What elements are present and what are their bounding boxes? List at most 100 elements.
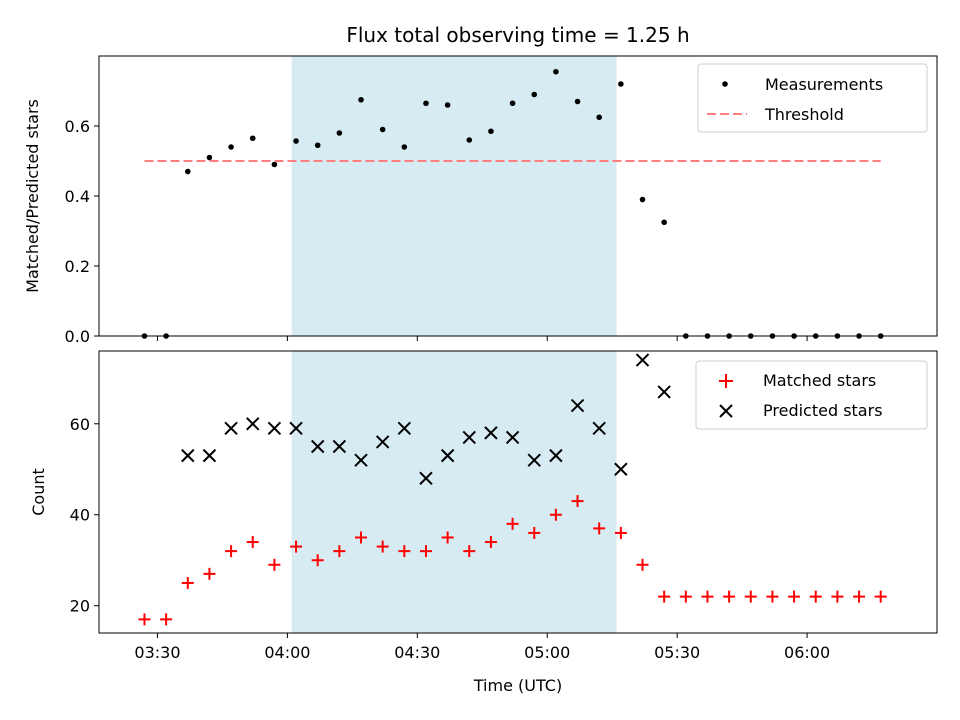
measurement-point xyxy=(574,98,581,105)
top-ytick-label-1: 0.2 xyxy=(65,257,90,276)
measurement-point xyxy=(314,142,321,149)
matched-star-point xyxy=(679,590,692,603)
predicted-star-point xyxy=(397,421,412,436)
top-legend: Measurements Threshold xyxy=(697,63,928,133)
measurement-point xyxy=(358,96,364,103)
predicted-star-point xyxy=(635,353,650,367)
predicted-star-point xyxy=(484,426,498,440)
bottom-legend-box xyxy=(695,360,928,430)
top-legend-box xyxy=(697,63,928,133)
measurement-point xyxy=(553,68,559,75)
measurement-point xyxy=(184,168,191,175)
matched-star-point xyxy=(376,540,389,553)
matched-star-point xyxy=(506,517,519,530)
matched-star-point xyxy=(549,508,562,521)
predicted-stars-points xyxy=(181,353,671,486)
bottom-xtick-label-2: 04:30 xyxy=(394,643,440,662)
matched-star-point xyxy=(571,495,584,508)
matched-star-point xyxy=(723,590,736,603)
measurement-point xyxy=(661,219,667,226)
bottom-panel: 20 40 60 03:30 04:00 04:30 05:00 05:30 06:00 Co… xyxy=(29,350,938,695)
chart-title: Flux total observing time = 1.25 h xyxy=(346,23,689,47)
matched-star-point xyxy=(246,536,259,549)
matched-star-point xyxy=(809,590,822,603)
top-y-ticks: 0.0 0.2 0.4 0.6 xyxy=(65,117,99,346)
legend-measurements-marker xyxy=(722,81,728,87)
matched-star-point xyxy=(138,613,151,626)
bottom-xtick-label-0: 03:30 xyxy=(134,643,180,662)
predicted-star-point xyxy=(267,421,282,436)
matched-star-point xyxy=(831,590,844,603)
bottom-x-ticks: 03:30 04:00 04:30 05:00 05:30 06:00 xyxy=(134,633,830,662)
predicted-star-point xyxy=(657,385,671,399)
matched-star-point xyxy=(160,613,173,626)
bottom-legend: Matched stars Predicted stars xyxy=(695,360,928,430)
measurement-point xyxy=(444,102,451,108)
predicted-star-point xyxy=(462,430,476,445)
matched-star-point xyxy=(268,558,281,571)
bottom-ytick-label-2: 60 xyxy=(70,415,90,434)
measurement-point xyxy=(596,114,603,121)
measurement-point xyxy=(249,135,256,142)
matched-star-point xyxy=(593,522,606,535)
predicted-star-point xyxy=(592,421,606,436)
measurement-point xyxy=(271,161,278,168)
top-panel: 0.0 0.2 0.4 0.6 Matched/Predicted stars Mea… xyxy=(23,55,938,346)
matched-star-point xyxy=(658,590,671,603)
bottom-ytick-label-1: 40 xyxy=(70,506,90,525)
predicted-star-point xyxy=(246,417,260,431)
measurement-point xyxy=(639,196,646,203)
predicted-star-point xyxy=(224,421,238,436)
measurement-point xyxy=(401,144,408,150)
measurement-point xyxy=(293,138,299,144)
predicted-star-point xyxy=(202,448,217,463)
legend-threshold-label: Threshold xyxy=(764,105,844,124)
matched-star-point xyxy=(398,545,411,558)
matched-star-point xyxy=(203,567,216,580)
measurement-point xyxy=(379,126,386,133)
bottom-y-ticks: 20 40 60 xyxy=(70,415,99,616)
measurement-point xyxy=(206,154,213,161)
predicted-star-point xyxy=(181,448,195,463)
predicted-star-point xyxy=(289,421,303,436)
predicted-star-point xyxy=(375,435,390,449)
matched-star-point xyxy=(874,590,887,603)
top-x-ticks xyxy=(156,336,808,341)
bottom-highlight-span xyxy=(291,351,617,633)
predicted-star-point xyxy=(527,453,541,467)
predicted-star-point xyxy=(440,448,455,463)
matched-star-point xyxy=(225,545,238,558)
measurement-point xyxy=(618,81,624,87)
bottom-ytick-label-0: 20 xyxy=(70,597,90,616)
matched-star-point xyxy=(701,590,714,603)
matched-star-point xyxy=(311,554,324,567)
matched-star-point xyxy=(614,526,627,539)
legend-matched-marker xyxy=(719,374,733,388)
matched-star-point xyxy=(853,590,866,603)
matched-star-point xyxy=(441,531,454,544)
predicted-star-point xyxy=(614,462,628,476)
predicted-star-point xyxy=(310,439,325,454)
top-ytick-label-0: 0.0 xyxy=(65,327,90,346)
bottom-xtick-label-3: 05:00 xyxy=(524,643,570,662)
matched-star-point xyxy=(744,590,757,603)
measurement-point xyxy=(531,91,538,98)
top-y-axis-label: Matched/Predicted stars xyxy=(23,99,42,293)
measurement-point xyxy=(336,130,343,136)
matched-star-point xyxy=(419,545,432,558)
bottom-xtick-label-4: 05:30 xyxy=(654,643,700,662)
legend-matched-label: Matched stars xyxy=(763,371,876,390)
matched-star-point xyxy=(463,545,476,558)
bottom-y-axis-label: Count xyxy=(29,468,48,516)
top-highlight-span xyxy=(291,56,617,336)
measurement-point xyxy=(466,137,473,143)
legend-predicted-marker xyxy=(719,404,733,418)
matched-star-point xyxy=(766,590,779,603)
matched-star-point xyxy=(636,558,649,571)
predicted-star-point xyxy=(505,430,520,445)
top-ytick-label-2: 0.4 xyxy=(65,187,90,206)
top-ytick-label-3: 0.6 xyxy=(65,117,90,136)
matched-star-point xyxy=(290,540,303,553)
measurement-point xyxy=(509,100,516,107)
top-axes-frame xyxy=(98,55,938,337)
